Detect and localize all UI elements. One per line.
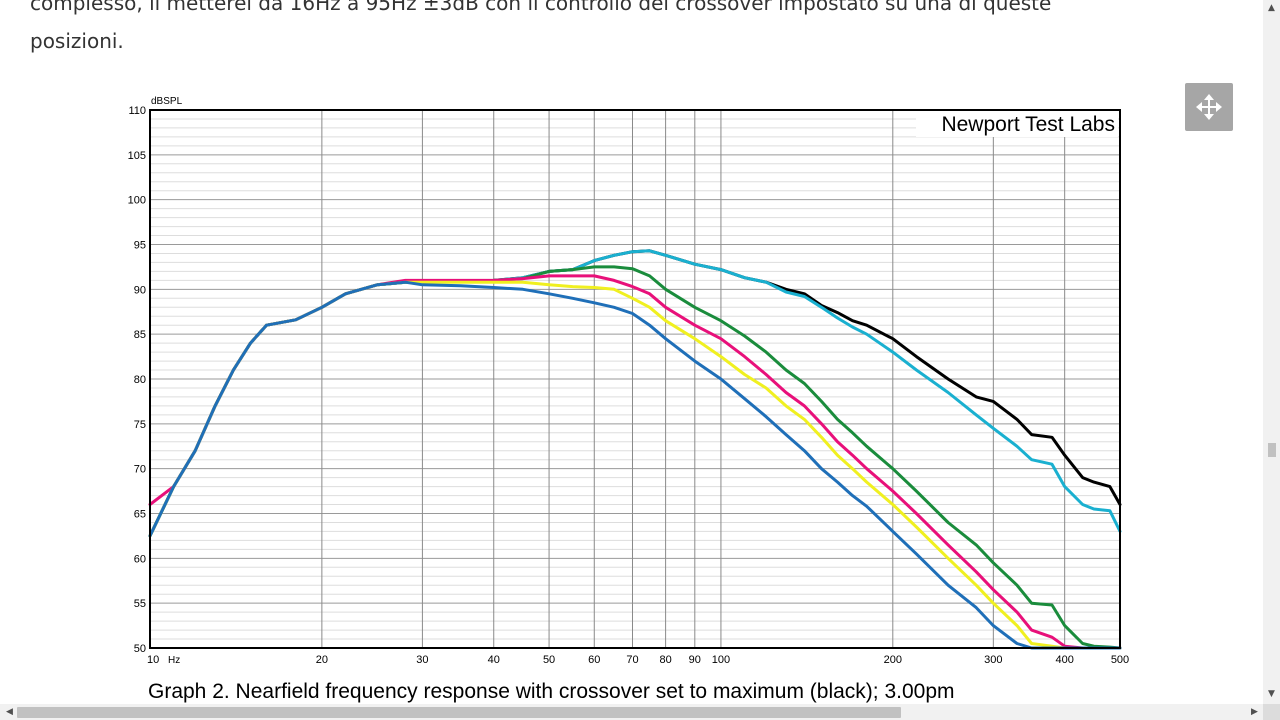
scroll-left-arrow-icon[interactable]: ◀	[6, 707, 13, 717]
y-tick-label: 100	[128, 195, 146, 207]
x-tick-label: 40	[488, 654, 500, 666]
x-tick-label: 20	[316, 654, 328, 666]
y-tick-label: 70	[134, 464, 146, 476]
move-button[interactable]	[1185, 83, 1233, 131]
x-tick-label: 60	[588, 654, 600, 666]
horizontal-scroll-thumb[interactable]	[17, 707, 901, 718]
y-tick-label: 80	[134, 374, 146, 386]
y-tick-label: 90	[134, 284, 146, 296]
x-tick-label: 400	[1055, 654, 1073, 666]
series-line-4	[148, 274, 1122, 650]
horizontal-scrollbar[interactable]: ◀ ▶	[0, 704, 1263, 720]
y-tick-label: 95	[134, 240, 146, 252]
y-tick-label: 85	[134, 329, 146, 341]
axis-ticks: 50 55 60 65 70 75 80 85 90 95 100 105 110 10 20 30 40 50 6…	[128, 105, 1130, 666]
y-tick-label: 50	[134, 643, 146, 655]
y-tick-label: 60	[134, 553, 146, 565]
y-tick-label: 55	[134, 598, 146, 610]
move-icon	[1196, 94, 1222, 120]
x-tick-label: 90	[689, 654, 701, 666]
vertical-scroll-thumb[interactable]	[1268, 443, 1276, 457]
plot-frame	[149, 109, 1121, 649]
y-tick-label: 75	[134, 419, 146, 431]
x-axis-unit-label: Hz	[168, 655, 180, 666]
scrollbar-corner	[1263, 704, 1280, 720]
series-line-2	[148, 249, 1122, 538]
scroll-down-arrow-icon[interactable]: ▼	[1268, 689, 1275, 699]
title-background	[916, 111, 1118, 137]
article-line-2: posizioni.	[30, 29, 124, 53]
x-tick-label: 70	[626, 654, 638, 666]
article-line-1: complesso, li metterei da 16Hz a 95Hz ±3…	[30, 0, 1052, 15]
x-tick-label: 30	[416, 654, 428, 666]
series-line-6	[148, 280, 1122, 650]
y-tick-label: 110	[128, 105, 146, 117]
scroll-right-arrow-icon[interactable]: ▶	[1251, 707, 1258, 717]
series-line-1	[148, 249, 1122, 538]
x-tick-label: 10	[147, 654, 159, 666]
series-line-3	[148, 265, 1122, 650]
article-paragraph: complesso, li metterei da 16Hz a 95Hz ±3…	[30, 0, 1230, 60]
chart-caption: Graph 2. Nearfield frequency response wi…	[148, 680, 955, 703]
chart-grid	[149, 109, 1121, 649]
scroll-up-arrow-icon[interactable]: ▲	[1268, 3, 1275, 13]
x-tick-label: 300	[984, 654, 1002, 666]
x-tick-label: 50	[543, 654, 555, 666]
frequency-response-chart: 50 55 60 65 70 75 80 85 90 95 100 105 110 10 20 30 40 50 6…	[128, 96, 1130, 703]
x-tick-label: 100	[712, 654, 730, 666]
chart-title: Newport Test Labs	[941, 113, 1115, 136]
x-tick-label: 80	[659, 654, 671, 666]
x-tick-label: 200	[884, 654, 902, 666]
y-tick-label: 65	[134, 509, 146, 521]
y-axis-label: dBSPL	[151, 96, 183, 107]
x-tick-label: 500	[1111, 654, 1129, 666]
chart-series-group	[148, 249, 1122, 650]
y-tick-label: 105	[128, 150, 146, 162]
vertical-scrollbar[interactable]: ▲ ▼	[1263, 0, 1280, 704]
series-line-5	[148, 280, 1122, 650]
